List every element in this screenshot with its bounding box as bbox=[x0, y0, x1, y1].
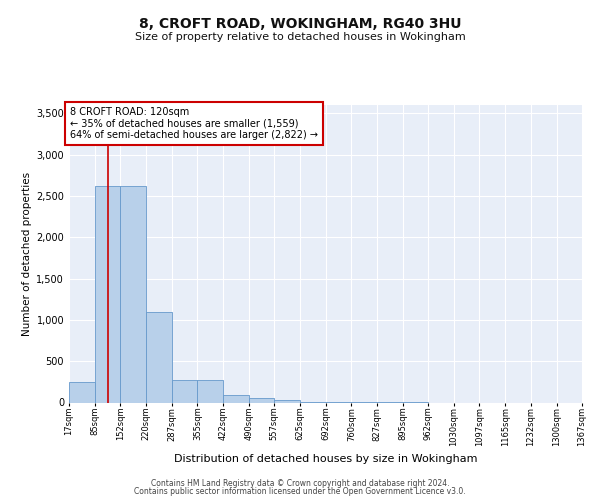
Bar bbox=[197, 380, 223, 402]
Bar bbox=[69, 382, 95, 402]
Bar bbox=[172, 380, 197, 402]
Bar bbox=[274, 400, 300, 402]
Bar bbox=[120, 186, 146, 402]
Bar bbox=[223, 394, 249, 402]
Text: Size of property relative to detached houses in Wokingham: Size of property relative to detached ho… bbox=[134, 32, 466, 42]
Text: 8, CROFT ROAD, WOKINGHAM, RG40 3HU: 8, CROFT ROAD, WOKINGHAM, RG40 3HU bbox=[139, 18, 461, 32]
Text: 8 CROFT ROAD: 120sqm
← 35% of detached houses are smaller (1,559)
64% of semi-de: 8 CROFT ROAD: 120sqm ← 35% of detached h… bbox=[70, 106, 318, 140]
Bar bbox=[249, 398, 274, 402]
Text: Contains HM Land Registry data © Crown copyright and database right 2024.: Contains HM Land Registry data © Crown c… bbox=[151, 478, 449, 488]
Text: Contains public sector information licensed under the Open Government Licence v3: Contains public sector information licen… bbox=[134, 487, 466, 496]
Y-axis label: Number of detached properties: Number of detached properties bbox=[22, 172, 32, 336]
Bar bbox=[95, 186, 121, 402]
X-axis label: Distribution of detached houses by size in Wokingham: Distribution of detached houses by size … bbox=[174, 454, 477, 464]
Bar bbox=[146, 312, 172, 402]
